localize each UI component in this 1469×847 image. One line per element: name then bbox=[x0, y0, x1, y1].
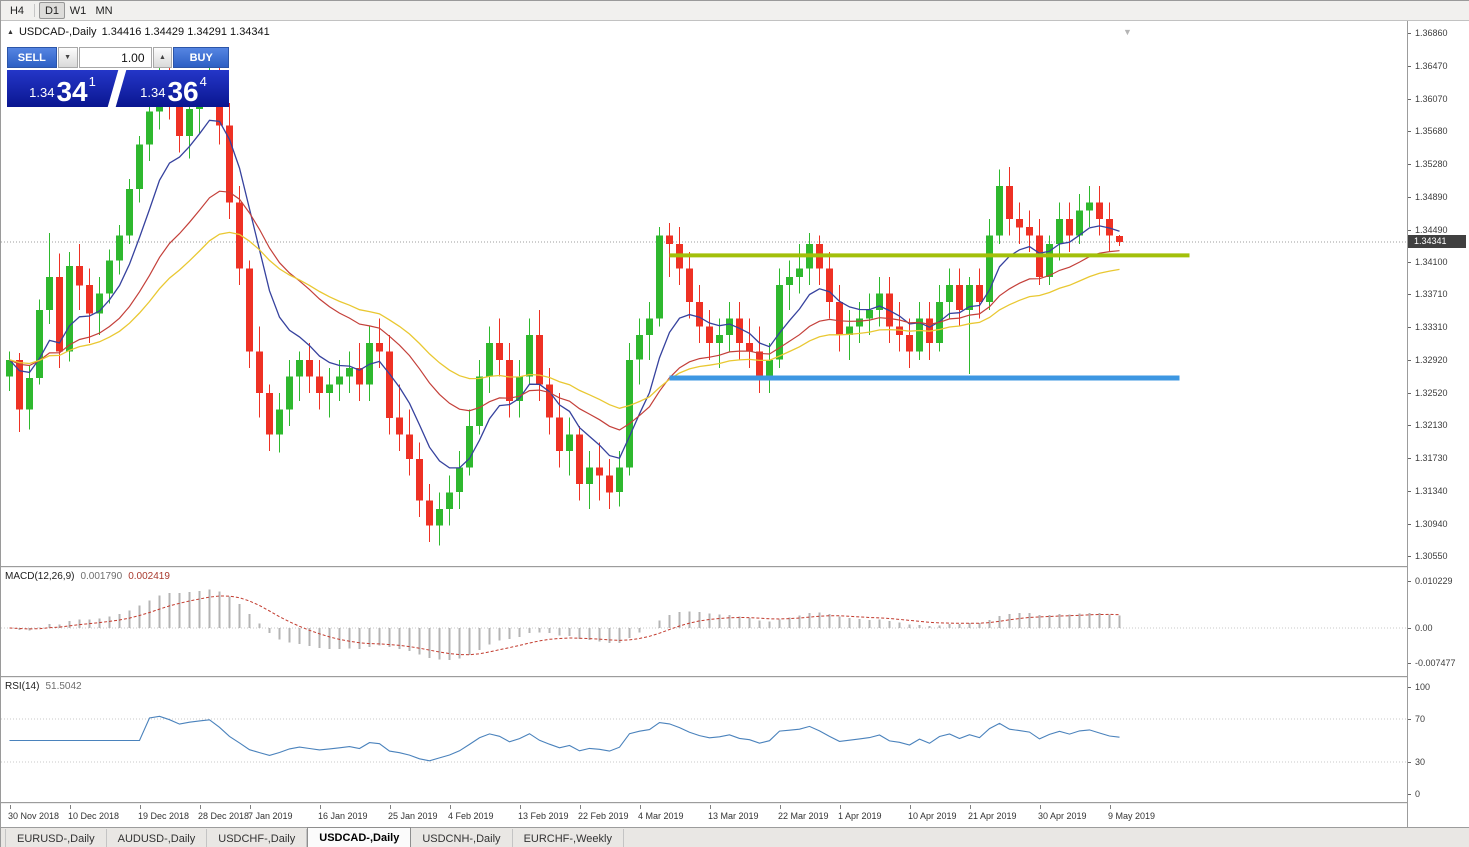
timeframe-d1-button[interactable]: D1 bbox=[39, 2, 65, 19]
date-axis[interactable]: 30 Nov 2018 10 Dec 2018 19 Dec 2018 28 Dec … bbox=[1, 805, 1407, 827]
price-axis-label: 1.34490 bbox=[1415, 225, 1448, 235]
date-axis-label: 25 Jan 2019 bbox=[388, 811, 438, 821]
price-axis-label: 1.34890 bbox=[1415, 192, 1448, 202]
date-axis-label: 28 Dec 2018 bbox=[198, 811, 250, 821]
sell-price-base: 1.34 bbox=[29, 85, 55, 100]
date-axis-label: 1 Apr 2019 bbox=[838, 811, 882, 821]
rsi-chart-canvas[interactable] bbox=[1, 679, 1407, 802]
price-axis-label: 1.36070 bbox=[1415, 94, 1448, 104]
sell-button[interactable]: SELL bbox=[7, 47, 57, 68]
sell-price-display[interactable]: 1.34 34 1 bbox=[7, 70, 118, 107]
price-axis-label: 1.30550 bbox=[1415, 551, 1448, 561]
sell-price-big: 34 bbox=[56, 76, 88, 107]
macd-axis[interactable]: 0.010229 0.00 -0.007477 bbox=[1408, 569, 1469, 676]
rsi-value: 51.5042 bbox=[45, 681, 82, 692]
volume-increase-button[interactable]: ▲ bbox=[152, 47, 173, 68]
price-axis-label: 1.36860 bbox=[1415, 28, 1448, 38]
price-axis-label: 1.30940 bbox=[1415, 519, 1448, 529]
sell-price-pip: 1 bbox=[88, 74, 96, 89]
panel-splitter[interactable] bbox=[1, 676, 1469, 679]
price-axis[interactable]: 1.36860 1.36470 1.36070 1.35680 1.35280 1.348… bbox=[1408, 21, 1469, 566]
chart-shift-icon[interactable]: ▼ bbox=[1123, 27, 1132, 37]
buy-price-display[interactable]: 1.34 36 4 bbox=[118, 70, 229, 107]
tab-usdcnh-daily[interactable]: USDCNH-,Daily bbox=[411, 829, 513, 847]
date-axis-label: 30 Nov 2018 bbox=[8, 811, 60, 821]
date-axis-label: 13 Feb 2019 bbox=[518, 811, 569, 821]
rsi-axis[interactable]: 100 70 30 0 bbox=[1408, 679, 1469, 802]
rsi-name: RSI(14) bbox=[5, 681, 40, 692]
price-axis-label: 1.33310 bbox=[1415, 322, 1448, 332]
value-axis-column[interactable]: 1.36860 1.36470 1.36070 1.35680 1.35280 1.348… bbox=[1407, 21, 1469, 827]
timeframe-toolbar: H4 D1 W1 MN bbox=[1, 1, 1469, 21]
timeframe-w1-button[interactable]: W1 bbox=[69, 4, 87, 17]
rsi-axis-label: 30 bbox=[1415, 757, 1426, 767]
price-axis-label: 1.33710 bbox=[1415, 289, 1448, 299]
timeframe-h4-button[interactable]: H4 bbox=[9, 4, 25, 17]
date-axis-label: 22 Feb 2019 bbox=[578, 811, 629, 821]
price-axis-label: 1.31340 bbox=[1415, 486, 1448, 496]
date-axis-label: 30 Apr 2019 bbox=[1038, 811, 1087, 821]
buy-price-base: 1.34 bbox=[140, 85, 166, 100]
chart-ohlc-values: 1.34416 1.34429 1.34291 1.34341 bbox=[101, 26, 270, 38]
price-axis-label: 1.35680 bbox=[1415, 126, 1448, 136]
rsi-axis-label: 0 bbox=[1415, 789, 1421, 799]
macd-label: MACD(12,26,9) 0.001790 0.002419 bbox=[5, 571, 170, 582]
price-chart-panel[interactable]: ▲ USDCAD-,Daily 1.34416 1.34429 1.34291 … bbox=[1, 21, 1407, 566]
tab-eurusd-daily[interactable]: EURUSD-,Daily bbox=[5, 829, 107, 847]
date-axis-label: 19 Dec 2018 bbox=[138, 811, 190, 821]
rsi-indicator-panel[interactable]: RSI(14) 51.5042 bbox=[1, 679, 1407, 802]
current-price-tag: 1.34341 bbox=[1408, 235, 1466, 248]
date-axis-label: 16 Jan 2019 bbox=[318, 811, 368, 821]
date-axis-label: 4 Mar 2019 bbox=[638, 811, 684, 821]
chart-tabbar: EURUSD-,Daily AUDUSD-,Daily USDCHF-,Dail… bbox=[1, 827, 1469, 847]
rsi-axis-label: 100 bbox=[1415, 682, 1431, 692]
price-axis-label: 1.31730 bbox=[1415, 453, 1448, 463]
rsi-label: RSI(14) 51.5042 bbox=[5, 681, 82, 692]
date-axis-label: 22 Mar 2019 bbox=[778, 811, 829, 821]
date-axis-label: 9 May 2019 bbox=[1108, 811, 1156, 821]
macd-axis-label: 0.010229 bbox=[1415, 576, 1453, 586]
date-axis-label: 13 Mar 2019 bbox=[708, 811, 759, 821]
date-axis-label: 4 Feb 2019 bbox=[448, 811, 494, 821]
tab-audusd-daily[interactable]: AUDUSD-,Daily bbox=[107, 829, 208, 847]
window-collapse-icon: ▲ bbox=[7, 28, 14, 36]
price-axis-label: 1.32920 bbox=[1415, 355, 1448, 365]
macd-axis-label: -0.007477 bbox=[1415, 658, 1456, 668]
macd-main-value: 0.001790 bbox=[80, 571, 123, 582]
price-axis-label: 1.34100 bbox=[1415, 257, 1448, 267]
price-axis-label: 1.36470 bbox=[1415, 61, 1448, 71]
date-axis-label: 21 Apr 2019 bbox=[968, 811, 1017, 821]
volume-input[interactable] bbox=[78, 47, 152, 68]
chart-window: ▲ USDCAD-,Daily 1.34416 1.34429 1.34291 … bbox=[1, 21, 1469, 827]
macd-signal-value: 0.002419 bbox=[128, 571, 170, 582]
price-axis-label: 1.32520 bbox=[1415, 388, 1448, 398]
candlestick-chart-canvas[interactable] bbox=[1, 21, 1407, 566]
rsi-axis-label: 70 bbox=[1415, 714, 1426, 724]
macd-chart-canvas[interactable] bbox=[1, 569, 1407, 676]
macd-axis-label: 0.00 bbox=[1415, 623, 1433, 633]
timeframe-mn-button[interactable]: MN bbox=[95, 4, 113, 17]
buy-price-big: 36 bbox=[167, 76, 199, 107]
date-axis-label: 7 Jan 2019 bbox=[248, 811, 293, 821]
buy-button[interactable]: BUY bbox=[173, 47, 230, 68]
macd-name: MACD(12,26,9) bbox=[5, 571, 75, 582]
chart-symbol-label: USDCAD-,Daily bbox=[18, 26, 97, 38]
buy-price-pip: 4 bbox=[199, 74, 207, 89]
tab-usdcad-daily[interactable]: USDCAD-,Daily bbox=[307, 827, 412, 847]
date-axis-label: 10 Apr 2019 bbox=[908, 811, 957, 821]
panel-splitter[interactable] bbox=[1, 802, 1469, 805]
date-axis-label: 10 Dec 2018 bbox=[68, 811, 120, 821]
volume-decrease-button[interactable]: ▼ bbox=[57, 47, 78, 68]
price-axis-label: 1.35280 bbox=[1415, 159, 1448, 169]
price-axis-label: 1.32130 bbox=[1415, 420, 1448, 430]
macd-indicator-panel[interactable]: MACD(12,26,9) 0.001790 0.002419 bbox=[1, 569, 1407, 676]
panel-splitter[interactable] bbox=[1, 566, 1469, 569]
chart-title: ▲ USDCAD-,Daily 1.34416 1.34429 1.34291 … bbox=[7, 26, 270, 38]
tab-eurchf-weekly[interactable]: EURCHF-,Weekly bbox=[513, 829, 624, 847]
tab-usdchf-daily[interactable]: USDCHF-,Daily bbox=[207, 829, 308, 847]
toolbar-separator bbox=[34, 4, 35, 17]
